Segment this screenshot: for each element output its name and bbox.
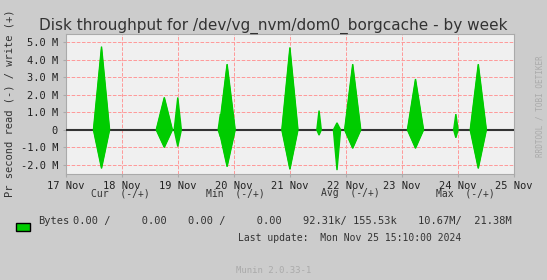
Polygon shape xyxy=(408,79,423,130)
Polygon shape xyxy=(282,130,298,169)
Polygon shape xyxy=(345,64,361,130)
Text: Cur  (-/+): Cur (-/+) xyxy=(91,188,150,198)
Polygon shape xyxy=(345,130,361,148)
Polygon shape xyxy=(94,130,109,168)
Polygon shape xyxy=(94,47,109,130)
Text: Disk throughput for /dev/vg_nvm/dom0_borgcache - by week: Disk throughput for /dev/vg_nvm/dom0_bor… xyxy=(39,18,508,34)
Polygon shape xyxy=(453,130,458,138)
Polygon shape xyxy=(453,114,458,130)
Text: Min  (-/+): Min (-/+) xyxy=(206,188,265,198)
Polygon shape xyxy=(334,130,341,170)
Text: Munin 2.0.33-1: Munin 2.0.33-1 xyxy=(236,266,311,275)
Text: Last update:  Mon Nov 25 15:10:00 2024: Last update: Mon Nov 25 15:10:00 2024 xyxy=(238,233,462,243)
Polygon shape xyxy=(282,48,298,130)
Text: 92.31k/ 155.53k: 92.31k/ 155.53k xyxy=(303,216,397,226)
Text: 0.00 /     0.00: 0.00 / 0.00 xyxy=(188,216,282,226)
Polygon shape xyxy=(218,114,223,130)
Y-axis label: Pr second read (-) / write (+): Pr second read (-) / write (+) xyxy=(5,10,15,197)
Polygon shape xyxy=(174,97,182,130)
Polygon shape xyxy=(156,130,172,147)
Polygon shape xyxy=(219,64,235,130)
Polygon shape xyxy=(334,123,341,130)
Polygon shape xyxy=(317,111,321,130)
Polygon shape xyxy=(470,130,486,168)
Text: RRDTOOL / TOBI OETIKER: RRDTOOL / TOBI OETIKER xyxy=(536,55,544,157)
Polygon shape xyxy=(219,130,235,167)
Polygon shape xyxy=(218,130,223,137)
Text: Bytes: Bytes xyxy=(38,216,69,226)
Polygon shape xyxy=(408,130,423,148)
Polygon shape xyxy=(156,97,172,130)
Polygon shape xyxy=(470,64,486,130)
Text: 10.67M/  21.38M: 10.67M/ 21.38M xyxy=(418,216,512,226)
Text: Max  (-/+): Max (-/+) xyxy=(435,188,494,198)
Text: 0.00 /     0.00: 0.00 / 0.00 xyxy=(73,216,167,226)
Text: Avg  (-/+): Avg (-/+) xyxy=(321,188,380,198)
Polygon shape xyxy=(317,130,321,135)
Polygon shape xyxy=(174,130,182,146)
